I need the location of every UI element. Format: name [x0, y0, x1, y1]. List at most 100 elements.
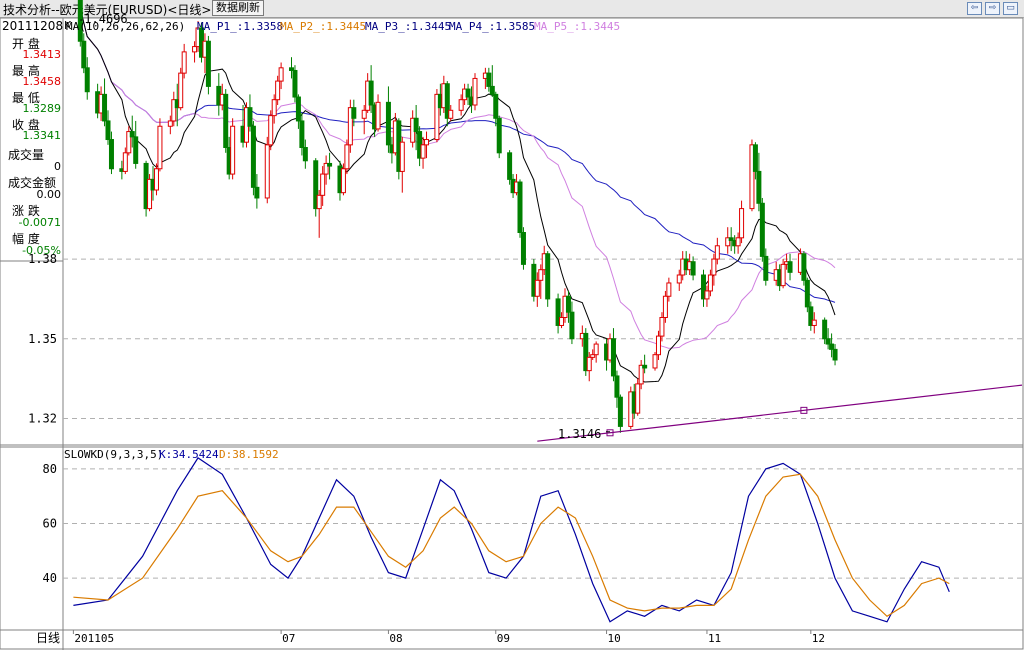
- candle-body: [687, 261, 693, 271]
- forward-icon[interactable]: ⇨: [985, 2, 1000, 15]
- candle-body: [153, 168, 159, 191]
- candle-body: [642, 364, 648, 369]
- info-label: 成交量: [8, 148, 45, 162]
- date-tick-label: 07: [282, 632, 295, 645]
- candle-body: [614, 375, 620, 398]
- ma-legend-p4: MA_P4_:1.3585: [449, 20, 535, 33]
- info-value: 0.00: [36, 188, 62, 201]
- candle-body: [133, 136, 139, 164]
- candle-body: [569, 311, 575, 340]
- kd-legend-k: K:34.5424: [159, 448, 219, 461]
- candle-body: [780, 263, 786, 287]
- candle-body: [545, 253, 551, 300]
- candle-body: [593, 343, 599, 356]
- candle-body: [292, 69, 298, 98]
- info-value: 1.3341: [22, 129, 62, 142]
- candle-body: [223, 93, 229, 148]
- info-value: 1.3458: [22, 75, 62, 88]
- candle-body: [250, 125, 256, 188]
- candle-body: [351, 107, 357, 119]
- candle-body: [822, 319, 828, 340]
- candle-body: [759, 202, 765, 257]
- info-value: 0: [54, 160, 61, 173]
- ma-legend-p1: MA_P1_:1.3358: [197, 20, 283, 33]
- candle-body: [469, 96, 475, 106]
- candle-body: [559, 317, 565, 326]
- ma-legend-main: MA(10,26,26,62,26): [66, 20, 185, 33]
- candle-body: [105, 120, 111, 141]
- price-tick-label: 1.32: [28, 411, 57, 425]
- candle-body: [181, 51, 187, 74]
- restore-icon[interactable]: ▭: [1003, 2, 1018, 15]
- candle-body: [178, 72, 184, 109]
- ma10-line: [78, 0, 836, 383]
- date-tick-label: 09: [497, 632, 510, 645]
- candle-body: [711, 258, 717, 276]
- quote-date: 20111208: [2, 19, 64, 33]
- candle-body: [666, 282, 672, 297]
- candle-body: [811, 319, 817, 326]
- candle-body: [434, 93, 440, 141]
- candle-body: [472, 77, 478, 106]
- candle-body: [486, 72, 492, 87]
- price-tick-label: 1.35: [28, 332, 57, 346]
- ma-legend-p3: MA_P3_:1.3445: [365, 20, 451, 33]
- candle-body: [704, 290, 710, 300]
- candle-body: [174, 99, 180, 109]
- candle-body: [482, 72, 488, 79]
- candle-body: [247, 107, 253, 127]
- candle-body: [385, 101, 391, 146]
- candle-body: [579, 332, 585, 340]
- candle-body: [198, 27, 204, 58]
- candle-body: [825, 338, 831, 345]
- kd-legend-d: D:38.1592: [219, 448, 279, 461]
- candle-body: [700, 274, 706, 300]
- kd-legend-name: SLOWKD(9,3,3,5): [64, 448, 163, 461]
- date-tick-label: 10: [608, 632, 621, 645]
- quote-info-panel: 20111208 K 开 盘 1.3413 最 高 1.3458 最 低 1.3…: [0, 18, 71, 261]
- candle-body: [254, 186, 260, 199]
- candle-body: [302, 147, 308, 162]
- candle-body: [195, 27, 201, 48]
- candle-body: [514, 181, 520, 194]
- candle-body: [562, 295, 568, 318]
- candle-body: [81, 40, 87, 69]
- date-tick-label: 08: [389, 632, 402, 645]
- candle-body: [150, 178, 156, 191]
- back-icon[interactable]: ⇦: [967, 2, 982, 15]
- candle-body: [732, 239, 738, 247]
- candle-body: [797, 253, 803, 273]
- candle-body: [749, 144, 755, 210]
- kd-tick-label: 40: [43, 571, 57, 585]
- candle-body: [683, 258, 689, 271]
- k-label: K: [64, 19, 72, 32]
- candle-body: [655, 335, 661, 356]
- candle-body: [534, 279, 540, 297]
- candle-body: [361, 109, 367, 119]
- candle-body: [801, 253, 807, 281]
- candle-body: [541, 253, 547, 271]
- refresh-data-button[interactable]: 数据刷新: [212, 0, 264, 16]
- candle-body: [375, 101, 381, 130]
- candle-body: [143, 162, 149, 210]
- candle-body: [832, 348, 838, 361]
- candle-body: [413, 117, 419, 133]
- candle-body: [389, 144, 395, 154]
- candle-body: [787, 261, 793, 273]
- date-tick-label: 11: [708, 632, 721, 645]
- candle-body: [756, 170, 762, 204]
- candle-body: [167, 120, 173, 127]
- candle-body: [662, 295, 668, 318]
- candle-body: [444, 83, 450, 119]
- candle-body: [98, 93, 104, 114]
- chart-border: [0, 17, 1024, 650]
- candle-body: [226, 147, 232, 175]
- date-tick-label: 12: [812, 632, 825, 645]
- info-value: 1.3413: [22, 48, 62, 61]
- candle-body: [676, 274, 682, 284]
- candle-body: [219, 93, 225, 106]
- candle-body: [365, 80, 371, 111]
- candle-body: [147, 178, 153, 210]
- trendline-anchor: [606, 429, 614, 437]
